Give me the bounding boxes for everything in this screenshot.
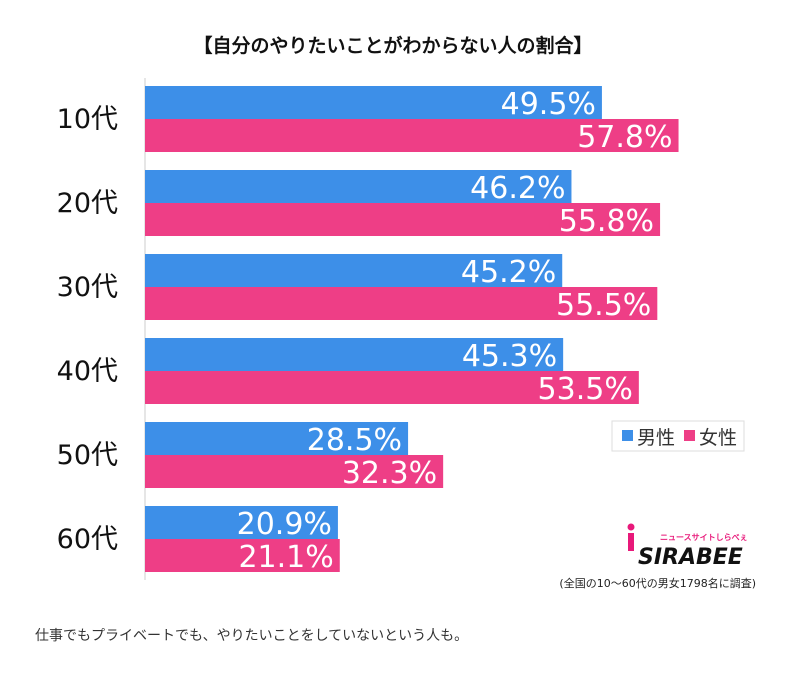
data-label: 45.3% [462, 339, 557, 374]
category-label: 40代 [57, 356, 118, 387]
legend-swatch-female [684, 430, 695, 441]
data-label: 45.2% [461, 255, 556, 290]
legend-label-male: 男性 [637, 427, 675, 449]
data-label: 21.1% [238, 540, 333, 575]
data-label: 28.5% [307, 423, 402, 458]
category-labels: 10代 20代 30代 40代 50代 60代 [57, 104, 118, 555]
logo-i-mark [628, 533, 634, 551]
bar [145, 86, 602, 119]
bars-group: 49.5%57.8% 46.2%55.8%45.2%55.5% 45.3%53.5%… [145, 86, 679, 575]
bar [145, 287, 658, 320]
bar [145, 119, 679, 152]
category-label: 30代 [57, 272, 118, 303]
caption: 仕事でもプライベートでも、やりたいことをしていないという人も。 [35, 628, 468, 644]
bar [145, 371, 639, 404]
chart-title: 【自分のやりたいことがわからない人の割合】 [193, 34, 592, 57]
bar [145, 455, 444, 488]
legend-label-female: 女性 [699, 427, 737, 449]
data-label: 49.5% [501, 87, 596, 122]
logo-i-dot [627, 523, 635, 531]
data-label: 55.8% [559, 204, 654, 239]
bar [145, 506, 338, 539]
data-label: 46.2% [470, 171, 565, 206]
data-label: 55.5% [556, 288, 651, 323]
bar [145, 422, 409, 455]
sirabee-logo: ニュースサイトしらべぇ SIRABEE [627, 523, 748, 570]
logo-text: SIRABEE [638, 545, 743, 570]
legend-swatch-male [622, 430, 633, 441]
data-label: 57.8% [577, 120, 672, 155]
bar [145, 338, 564, 371]
category-label: 20代 [57, 188, 118, 219]
bar [145, 170, 572, 203]
bar [145, 539, 340, 572]
bar [145, 254, 563, 287]
category-label: 60代 [57, 524, 118, 555]
survey-note: (全国の10〜60代の男女1798名に調査) [559, 576, 756, 590]
category-label: 50代 [57, 440, 118, 471]
logo-tagline: ニュースサイトしらべぇ [660, 533, 748, 542]
category-label: 10代 [57, 104, 118, 135]
data-label: 32.3% [342, 456, 437, 491]
bar [145, 203, 661, 236]
data-label: 20.9% [237, 507, 332, 542]
legend: 男性 女性 [611, 420, 745, 452]
data-label: 53.5% [538, 372, 633, 407]
